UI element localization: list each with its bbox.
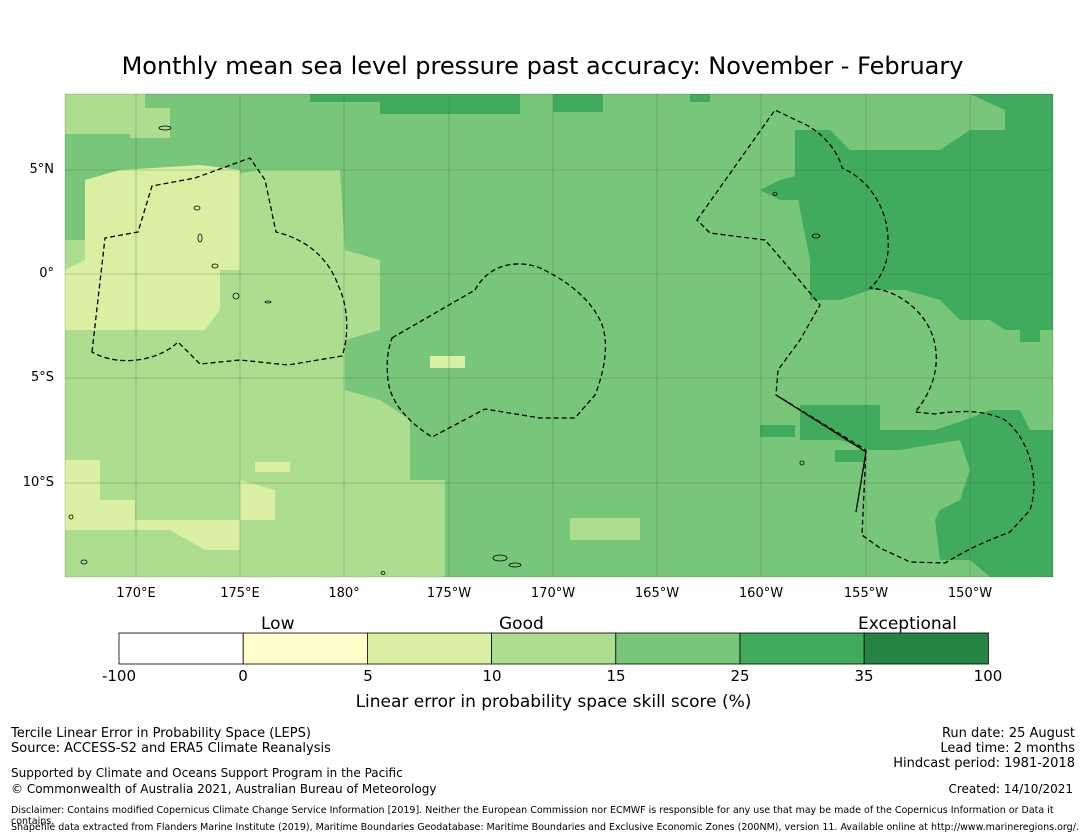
skill-field	[65, 94, 1053, 577]
lon-label-160w: 160°W	[738, 586, 784, 601]
footer-hindcast: Hindcast period: 1981-2018	[893, 756, 1075, 771]
colorbar-bin	[366, 632, 492, 665]
maritime-boundary-line	[775, 394, 867, 513]
lon-label-180: 180°	[328, 586, 360, 601]
colorbar-tick: 25	[730, 667, 750, 685]
lon-label-155w: 155°W	[843, 586, 889, 601]
footer-support: Supported by Climate and Oceans Support …	[11, 766, 403, 780]
graticule	[65, 94, 1053, 577]
lon-label-170w: 170°W	[530, 586, 576, 601]
colorbar-title: Linear error in probability space skill …	[355, 692, 752, 712]
lon-label-170e: 170°E	[116, 586, 156, 601]
footer-shapefile-credit: Shapefile data extracted from Flanders M…	[11, 822, 1079, 833]
colorbar-bin	[863, 632, 989, 665]
colorbar-bin	[118, 632, 244, 665]
colorbar-tick: 100	[973, 667, 1003, 685]
lon-label-175e: 175°E	[220, 586, 260, 601]
category-good: Good	[499, 614, 544, 634]
colorbar-tick: 10	[482, 667, 502, 685]
footer-method: Tercile Linear Error in Probability Spac…	[11, 726, 311, 741]
colorbar-tick: -100	[101, 667, 137, 685]
footer-source: Source: ACCESS-S2 and ERA5 Climate Reana…	[11, 741, 331, 756]
lat-label-5n: 5°N	[29, 162, 55, 177]
colorbar-bin	[242, 632, 368, 665]
map-title: Monthly mean sea level pressure past acc…	[121, 52, 964, 80]
lon-label-150w: 150°W	[947, 586, 993, 601]
lon-label-175w: 175°W	[426, 586, 472, 601]
footer-copyright: © Commonwealth of Australia 2021, Austra…	[11, 782, 437, 796]
footer-disclaimer: Disclaimer: Contains modified Copernicus…	[11, 805, 1054, 827]
category-exceptional: Exceptional	[858, 614, 957, 634]
colorbar-tick: 35	[854, 667, 874, 685]
footer-run-date: Run date: 25 August	[941, 726, 1075, 741]
lat-label-5s: 5°S	[30, 370, 54, 385]
lon-label-165w: 165°W	[634, 586, 680, 601]
colorbar-tick: 5	[363, 667, 373, 685]
footer-created: Created: 14/10/2021	[948, 782, 1073, 796]
lat-label-0: 0°	[39, 266, 54, 281]
colorbar-tick: 0	[238, 667, 248, 685]
category-low: Low	[261, 614, 295, 634]
colorbar-tick: 15	[606, 667, 626, 685]
colorbar-bin	[615, 632, 741, 665]
footer-lead-time: Lead time: 2 months	[940, 741, 1075, 756]
island-outlines	[68, 125, 821, 575]
colorbar-bin	[491, 632, 617, 665]
eez-boundaries	[91, 109, 1035, 564]
lat-label-10s: 10°S	[22, 475, 54, 490]
colorbar-bin	[739, 632, 865, 665]
colorbar	[118, 632, 989, 665]
